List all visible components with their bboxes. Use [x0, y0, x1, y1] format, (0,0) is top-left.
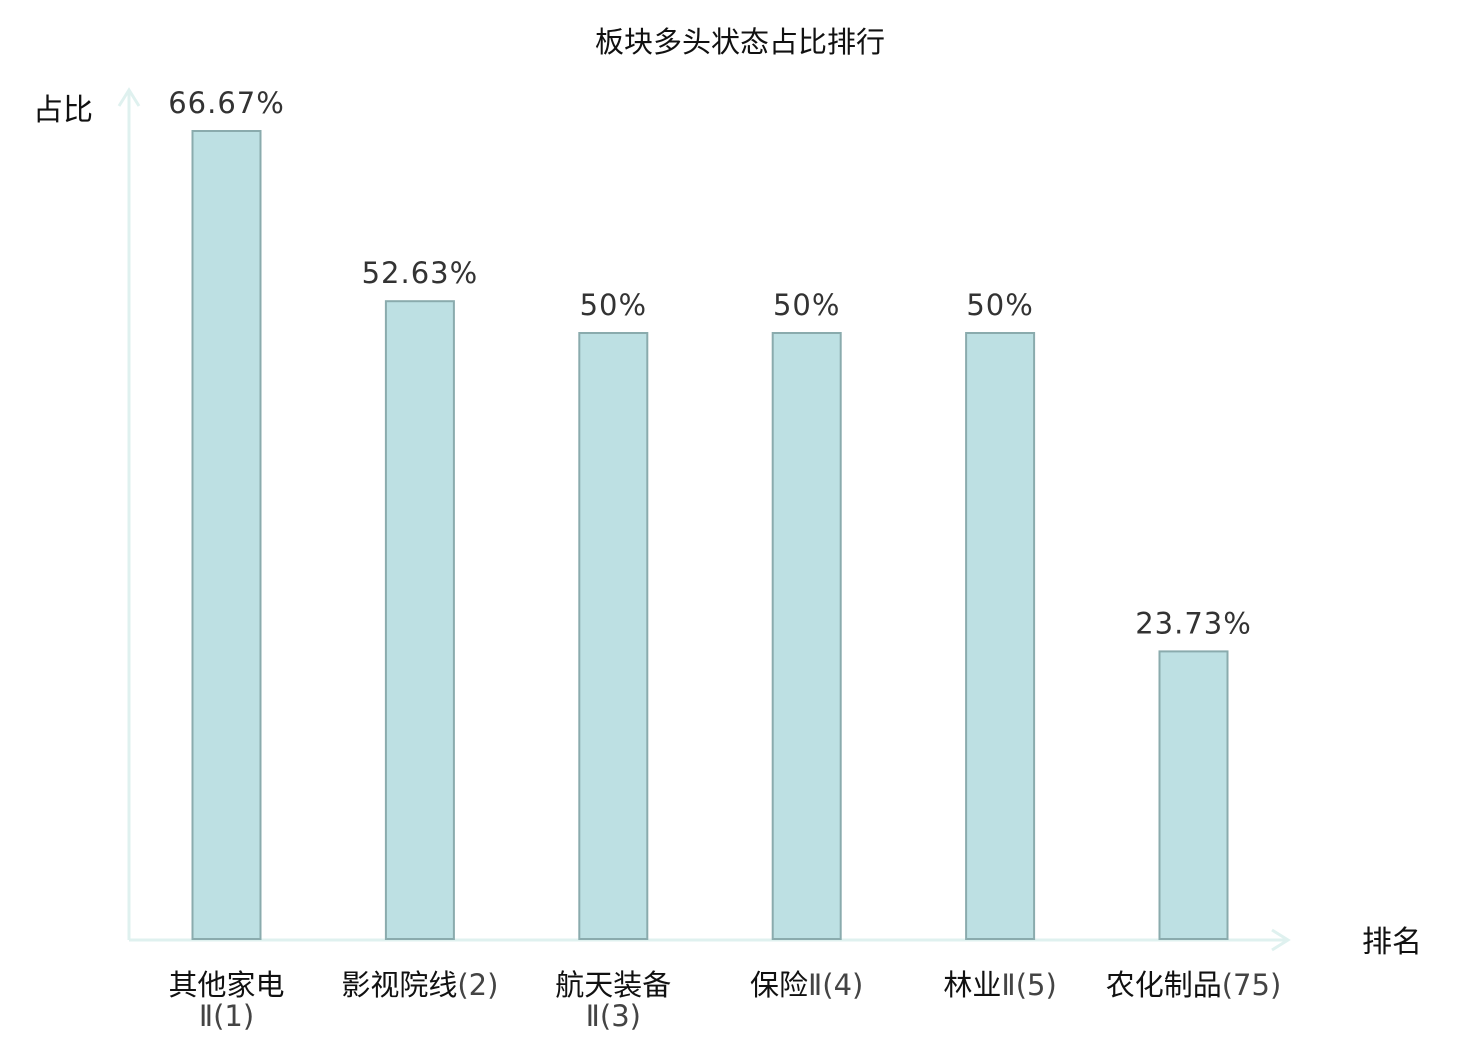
y-axis-arrow — [117, 87, 141, 107]
bar-4 — [771, 332, 842, 940]
category-label-3-name: 航天装备 — [555, 968, 671, 1002]
value-label-4: 50% — [773, 288, 840, 322]
category-label-1-rank: Ⅱ(1) — [199, 999, 254, 1033]
bars-group — [191, 130, 1229, 941]
y-axis-title: 占比 — [33, 93, 93, 128]
category-label-1-name: 其他家电 — [168, 968, 284, 1002]
x-axis-title: 排名 — [1362, 925, 1422, 960]
value-label-2: 52.63% — [362, 256, 479, 290]
category-label-4: 保险Ⅱ(4) — [750, 968, 863, 1002]
value-label-3: 50% — [580, 288, 647, 322]
bar-1 — [191, 130, 262, 940]
value-label-1: 66.67% — [168, 86, 285, 120]
axes — [117, 87, 1291, 952]
bar-6 — [1158, 650, 1229, 941]
value-label-6: 23.73% — [1135, 606, 1252, 640]
value-labels-group: 66.67% 52.63% 50% 50% 50% 23.73% — [168, 86, 1252, 640]
bar-5 — [965, 332, 1036, 940]
bar-2 — [384, 300, 455, 940]
category-label-6: 农化制品(75) — [1106, 968, 1282, 1002]
x-axis-arrow — [1271, 928, 1291, 952]
category-label-3-rank: Ⅱ(3) — [586, 999, 641, 1033]
category-label-5: 林业Ⅱ(5) — [943, 968, 1056, 1002]
chart-title: 板块多头状态占比排行 — [595, 25, 885, 59]
bar-3 — [578, 332, 649, 940]
category-label-2: 影视院线(2) — [341, 968, 498, 1002]
value-label-5: 50% — [966, 288, 1033, 322]
